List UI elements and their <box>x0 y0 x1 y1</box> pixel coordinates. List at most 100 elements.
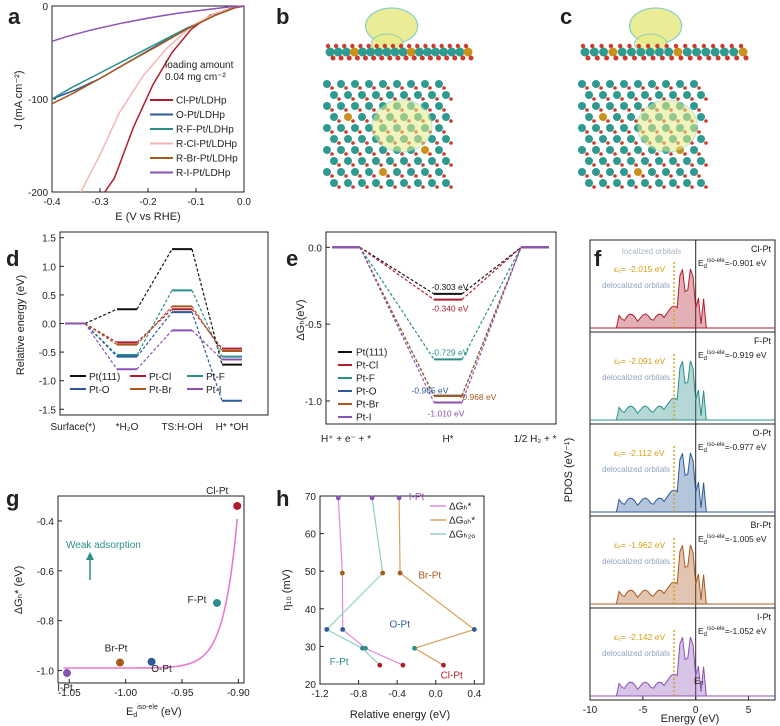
atom <box>407 163 411 167</box>
atom <box>379 163 383 167</box>
iso-ele-value: =-0.919 eV <box>725 350 767 360</box>
x-category-label: TS:H-OH <box>161 422 202 433</box>
atom <box>379 168 387 176</box>
atom <box>669 86 673 90</box>
atom <box>606 141 610 145</box>
panel-label-c: c <box>560 4 572 29</box>
atom <box>585 135 593 143</box>
atom <box>365 102 373 110</box>
chart-h: -1.2 -0.8 -0.4 0.0 0.4 20 30 40 50 60 70 Relative e… <box>281 492 485 721</box>
iso-ele-subscript: d <box>704 448 707 454</box>
legend-entry: ΔGₒₕ* <box>449 516 475 527</box>
iso-ele-energy: Ediso-ele=-1.005 eV <box>698 534 767 546</box>
atom <box>599 86 603 90</box>
x-tick-label: -0.95 <box>171 688 194 699</box>
data-point <box>400 662 406 668</box>
atom <box>442 130 446 134</box>
atom <box>374 43 379 49</box>
atom <box>346 55 352 61</box>
atom <box>414 91 422 99</box>
atom <box>447 47 457 57</box>
energy-connector <box>191 311 223 401</box>
atom <box>442 86 446 90</box>
atom <box>436 55 442 61</box>
x-tick-label: -0.4 <box>43 197 61 208</box>
x-tick-label: -1.2 <box>311 689 329 700</box>
atom <box>333 47 343 57</box>
atom <box>428 174 432 178</box>
x-axis-label: Energy (eV) <box>661 713 720 725</box>
legend-entry: Pt-O <box>356 387 377 398</box>
atom <box>690 102 698 110</box>
x-axis-subscript: d <box>133 712 137 719</box>
atom <box>393 168 401 176</box>
atom <box>648 168 656 176</box>
atom <box>662 163 666 167</box>
energy-connector <box>359 247 435 360</box>
atom <box>704 119 708 123</box>
y-axis-label: Relative energy (eV) <box>15 275 27 375</box>
data-point <box>116 658 124 667</box>
panel-label-f: f <box>594 246 602 271</box>
atom <box>379 80 387 88</box>
atom <box>330 91 338 99</box>
chart-f: -10 -5 0 5 Energy (eV) PDOS (eV⁻¹) Cl-Pt εₑ= -2… <box>563 239 776 725</box>
y-tick-label: -0.8 <box>37 617 55 628</box>
atom <box>641 179 649 187</box>
atom <box>400 91 408 99</box>
atom <box>415 43 420 49</box>
x-category-label: Surface(*) <box>50 422 95 433</box>
y-tick-label: -0.5 <box>305 320 323 331</box>
atom <box>337 97 341 101</box>
energy-connector <box>461 246 522 295</box>
atom <box>344 174 348 178</box>
x-category-label: *H₂O <box>116 422 139 433</box>
atom <box>421 80 429 88</box>
atom <box>442 152 446 156</box>
x-category-label: H⁺ + e⁻ + * <box>321 434 371 445</box>
energy-connector <box>191 308 223 350</box>
atom <box>655 179 663 187</box>
chart-d: 1.5 1.0 0.5 0.0 -0.5 -1.0 -1.5 Surface(*) *H₂O TS… <box>15 231 269 433</box>
atom <box>398 43 404 49</box>
atom <box>372 157 380 165</box>
sub-panel-name: O-Pt <box>752 428 771 438</box>
series-line <box>51 5 245 105</box>
atom <box>325 47 335 57</box>
atom <box>655 86 659 90</box>
point-label: O-Pt <box>389 620 410 631</box>
atom <box>620 163 624 167</box>
atom <box>676 80 684 88</box>
atom <box>697 179 705 187</box>
atom <box>654 47 664 57</box>
atom <box>414 47 424 57</box>
atom <box>362 55 368 61</box>
atom <box>589 47 599 57</box>
value-label: -0.303 eV <box>432 282 469 292</box>
atom <box>578 168 586 176</box>
y-tick-label: 20 <box>305 680 317 691</box>
atom <box>358 108 362 112</box>
atom <box>411 55 417 61</box>
sub-panel-name: Cl-Pt <box>751 244 771 254</box>
energy-connector <box>84 323 118 358</box>
atom <box>379 185 383 189</box>
atom <box>620 80 628 88</box>
atom <box>468 55 474 61</box>
atom <box>662 80 670 88</box>
atom <box>664 43 669 49</box>
atom <box>435 141 439 145</box>
atom <box>407 80 415 88</box>
atom <box>435 97 439 101</box>
x-tick-label: -5 <box>638 705 647 716</box>
annotation-line-2: 0.04 mg cm⁻² <box>165 72 227 83</box>
atom <box>634 119 638 123</box>
atom <box>697 130 701 134</box>
data-point <box>340 627 346 632</box>
atom <box>366 43 371 49</box>
atom <box>344 157 352 165</box>
series-line <box>51 5 245 100</box>
atom <box>386 86 390 90</box>
atom <box>444 55 450 61</box>
d-band-center: εₑ= -2.015 eV <box>614 264 665 274</box>
